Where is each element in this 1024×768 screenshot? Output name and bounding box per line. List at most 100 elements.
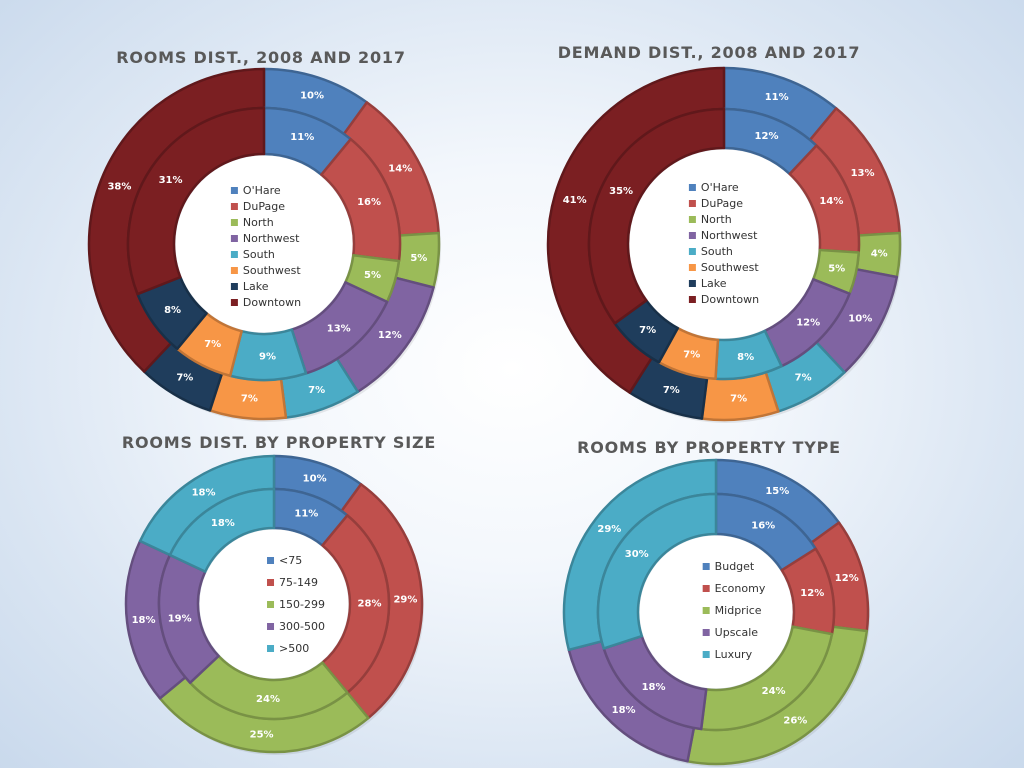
inner-ring-slice--500 [168, 487, 276, 573]
legend-label: Lake [242, 279, 269, 293]
legend-swatch [230, 218, 238, 226]
inner-ring-data-label: 35% [609, 186, 633, 197]
legend-swatch [230, 282, 238, 290]
outer-ring-data-label: 18% [612, 705, 636, 716]
legend-item: DuPage [230, 198, 301, 214]
outer-ring-data-label: 7% [308, 385, 325, 396]
outer-ring-data-label: 7% [176, 372, 193, 383]
outer-ring-data-label: 7% [241, 393, 258, 404]
legend-swatch [688, 247, 696, 255]
outer-ring-data-label: 38% [107, 181, 131, 192]
legend-label: Northwest [700, 228, 758, 242]
chart-title: ROOMS BY PROPERTY TYPE [577, 438, 841, 457]
legend-item: >500 [267, 637, 325, 659]
inner-ring-data-label: 18% [211, 518, 235, 529]
legend-item: 300-500 [267, 615, 325, 637]
inner-ring-slice-luxury [596, 492, 718, 650]
legend-swatch [230, 202, 238, 210]
inner-ring-data-label: 24% [762, 686, 786, 697]
chart-title: ROOMS DIST. BY PROPERTY SIZE [121, 433, 437, 452]
legend-label: North [242, 215, 274, 229]
donut-hole [175, 155, 353, 333]
legend-swatch [702, 562, 710, 570]
inner-ring-data-label: 7% [204, 339, 221, 350]
legend-label: 150-299 [279, 597, 325, 611]
inner-ring-data-label: 11% [294, 509, 318, 520]
legend-label: South [700, 244, 733, 258]
legend-label: Northwest [242, 231, 300, 245]
inner-ring-data-label: 30% [625, 549, 649, 560]
legend-swatch [688, 215, 696, 223]
legend-label: 75-149 [279, 575, 318, 589]
legend-item: O'Hare [688, 179, 759, 195]
chart-legend: <75 75-149 150-299 300-500 >500 [267, 549, 325, 659]
inner-ring-data-label: 9% [259, 351, 276, 362]
legend-item: Budget [702, 555, 766, 577]
legend-item: Northwest [688, 227, 759, 243]
legend-item: Lake [688, 275, 759, 291]
inner-ring-data-label: 12% [796, 318, 820, 329]
inner-ring-data-label: 5% [364, 270, 381, 281]
legend-swatch [688, 231, 696, 239]
legend-swatch [230, 250, 238, 258]
legend-label: DuPage [242, 199, 285, 213]
legend-label: Southwest [700, 260, 759, 274]
chart-legend: O'Hare DuPage North Northwest South Southwest… [230, 182, 301, 310]
legend-label: Southwest [242, 263, 301, 277]
inner-ring-data-label: 8% [737, 352, 754, 363]
outer-ring-data-label: 10% [303, 473, 327, 484]
outer-ring-data-label: 41% [563, 195, 587, 206]
inner-ring-data-label: 19% [168, 613, 192, 624]
legend-label: >500 [279, 641, 310, 655]
inner-ring-data-label: 16% [357, 197, 381, 208]
legend-swatch [267, 600, 275, 608]
inner-ring-data-label: 12% [800, 588, 824, 599]
outer-ring-data-label: 12% [835, 573, 859, 584]
outer-ring-data-label: 29% [393, 594, 417, 605]
legend-item: <75 [267, 549, 325, 571]
legend-item: Southwest [230, 262, 301, 278]
legend-item: Luxury [702, 643, 766, 665]
legend-swatch [267, 556, 275, 564]
legend-swatch [267, 622, 275, 630]
donut-hole [639, 535, 793, 689]
legend-swatch [230, 186, 238, 194]
legend-label: Luxury [714, 647, 753, 661]
legend-swatch [688, 279, 696, 287]
legend-item: Economy [702, 577, 765, 599]
outer-ring-data-label: 7% [730, 393, 747, 404]
legend-swatch [702, 628, 710, 636]
legend-item: 150-299 [267, 593, 325, 615]
legend-swatch [230, 298, 238, 306]
legend-swatch [267, 578, 275, 586]
legend-item: DuPage [688, 195, 759, 211]
inner-ring-data-label: 5% [828, 264, 845, 275]
outer-ring-data-label: 12% [378, 330, 402, 341]
legend-label: Midprice [714, 603, 762, 617]
legend-item: Downtown [230, 294, 301, 310]
inner-ring-data-label: 28% [358, 599, 382, 610]
inner-ring-data-label: 13% [327, 323, 351, 334]
outer-ring-data-label: 29% [597, 524, 621, 535]
inner-ring-data-label: 7% [683, 349, 700, 360]
legend-item: South [230, 246, 301, 262]
inner-ring-data-label: 12% [755, 131, 779, 142]
outer-ring-data-label: 10% [848, 313, 872, 324]
legend-item: O'Hare [230, 182, 301, 198]
outer-ring-data-label: 25% [250, 729, 274, 740]
inner-ring-slice-downtown [126, 106, 266, 296]
outer-ring-data-label: 7% [795, 372, 812, 383]
legend-label: 300-500 [279, 619, 325, 633]
inner-ring-data-label: 31% [159, 175, 183, 186]
outer-ring-data-label: 5% [410, 253, 427, 264]
outer-ring-data-label: 13% [851, 168, 875, 179]
inner-ring-data-label: 8% [164, 305, 181, 316]
inner-ring-data-label: 7% [639, 325, 656, 336]
outer-ring-data-label: 11% [765, 92, 789, 103]
legend-label: <75 [279, 553, 303, 567]
legend-item: Midprice [702, 599, 766, 621]
